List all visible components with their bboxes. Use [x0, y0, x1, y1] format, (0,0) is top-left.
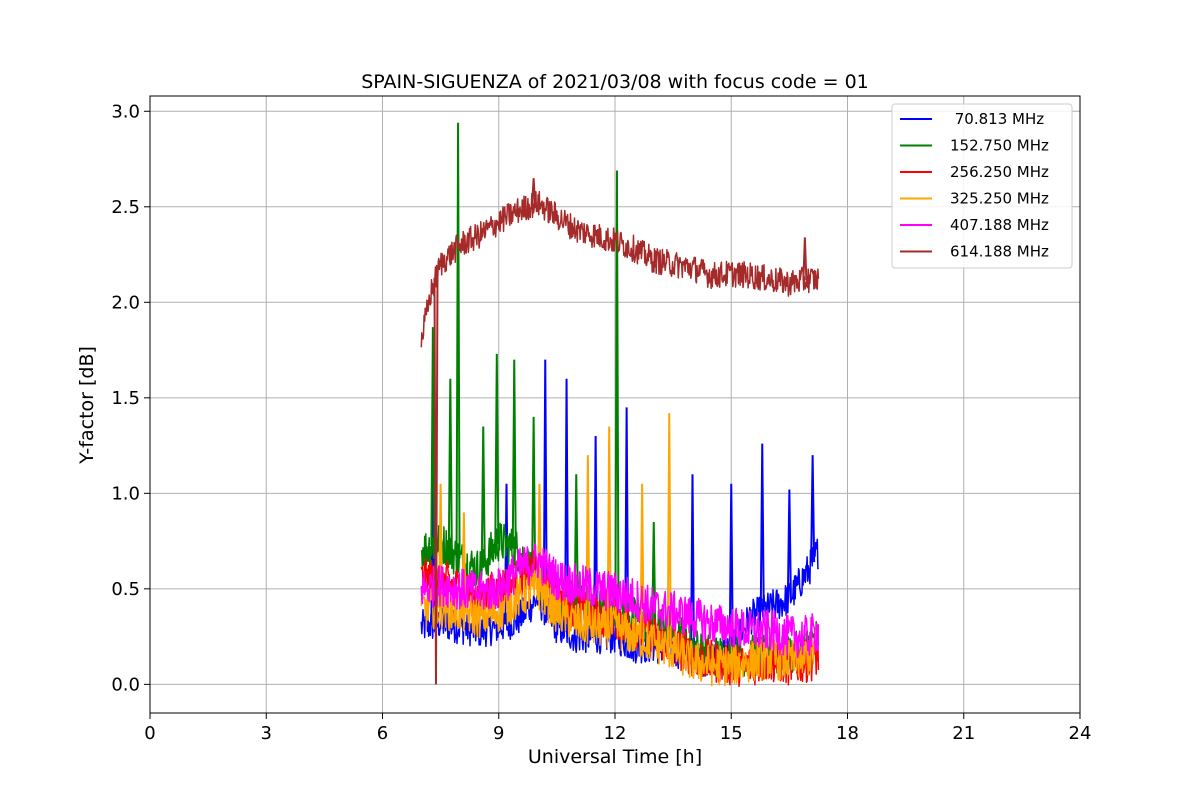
- series-spike: [614, 170, 620, 609]
- series-spike: [585, 455, 591, 626]
- series-spike: [531, 178, 537, 205]
- y-tick-label: 2.5: [111, 197, 140, 218]
- legend-item: 325.250 MHz: [900, 190, 1049, 208]
- series-line: [420, 522, 820, 677]
- series-spike: [573, 474, 579, 599]
- legend-label: 407.188 MHz: [950, 216, 1049, 234]
- series-spike: [786, 489, 792, 599]
- series-spike: [639, 483, 645, 639]
- legend-item: 152.750 MHz: [900, 137, 1049, 155]
- series-spike: [759, 443, 765, 612]
- y-tick-label: 0.5: [111, 579, 140, 600]
- y-tick-label: 1.5: [111, 388, 140, 409]
- x-tick-label: 3: [261, 723, 272, 744]
- series-spike: [606, 426, 612, 628]
- x-tick-label: 18: [836, 723, 859, 744]
- series-spike: [728, 483, 734, 647]
- x-tick-label: 0: [144, 723, 155, 744]
- series-spike: [624, 407, 630, 643]
- y-axis-label: Y-factor [dB]: [76, 346, 98, 465]
- x-tick-label: 6: [377, 723, 388, 744]
- legend-label: 614.188 MHz: [950, 243, 1049, 261]
- y-axis: 0.0 0.5 1.0 1.5 2.0 2.5 3.0: [111, 101, 150, 695]
- series-layer: [420, 122, 820, 687]
- series-line: [420, 190, 820, 348]
- legend-item: 614.188 MHz: [900, 243, 1049, 261]
- series-spike: [433, 277, 439, 685]
- legend-item: 256.250 MHz: [900, 163, 1049, 181]
- series-line: [420, 569, 820, 687]
- series-spike: [690, 474, 695, 656]
- series-spike: [531, 416, 537, 574]
- x-tick-label: 24: [1069, 723, 1092, 744]
- chart-title: SPAIN-SIGUENZA of 2021/03/08 with focus …: [361, 71, 869, 93]
- series-spike: [430, 327, 436, 545]
- series-4: [420, 542, 820, 659]
- series-spike: [447, 378, 453, 551]
- legend-box: [891, 103, 1073, 269]
- legend-label: 70.813 MHz: [950, 110, 1044, 128]
- series-spike: [593, 436, 599, 637]
- y-tick-label: 2.0: [111, 292, 140, 313]
- series-spike: [480, 426, 486, 565]
- series-spike: [494, 353, 500, 544]
- series-5: [420, 178, 820, 685]
- series-line: [420, 542, 820, 659]
- series-spike: [802, 237, 808, 281]
- legend-label: 325.250 MHz: [950, 190, 1049, 208]
- series-spike: [511, 359, 517, 549]
- series-spike: [666, 413, 672, 649]
- series-spike: [455, 122, 461, 559]
- x-tick-label: 15: [720, 723, 743, 744]
- y-tick-label: 3.0: [111, 101, 140, 122]
- y-tick-label: 0.0: [111, 674, 140, 695]
- x-axis: 0 3 6 9 12 15 18 21 24: [144, 713, 1091, 744]
- legend-item: 407.188 MHz: [900, 216, 1049, 234]
- legend-label: 152.750 MHz: [950, 137, 1049, 155]
- x-tick-label: 12: [604, 723, 627, 744]
- series-spike: [810, 455, 816, 563]
- legend: 70.813 MHz 152.750 MHz 256.250 MHz 325.250 …: [891, 103, 1073, 269]
- x-tick-label: 21: [952, 723, 975, 744]
- legend-label: 256.250 MHz: [950, 163, 1049, 181]
- x-tick-label: 9: [493, 723, 504, 744]
- y-tick-label: 1.0: [111, 483, 140, 504]
- series-spike: [542, 359, 548, 610]
- series-spike: [564, 378, 570, 632]
- x-axis-label: Universal Time [h]: [528, 746, 702, 768]
- legend-item: 70.813 MHz: [900, 110, 1044, 128]
